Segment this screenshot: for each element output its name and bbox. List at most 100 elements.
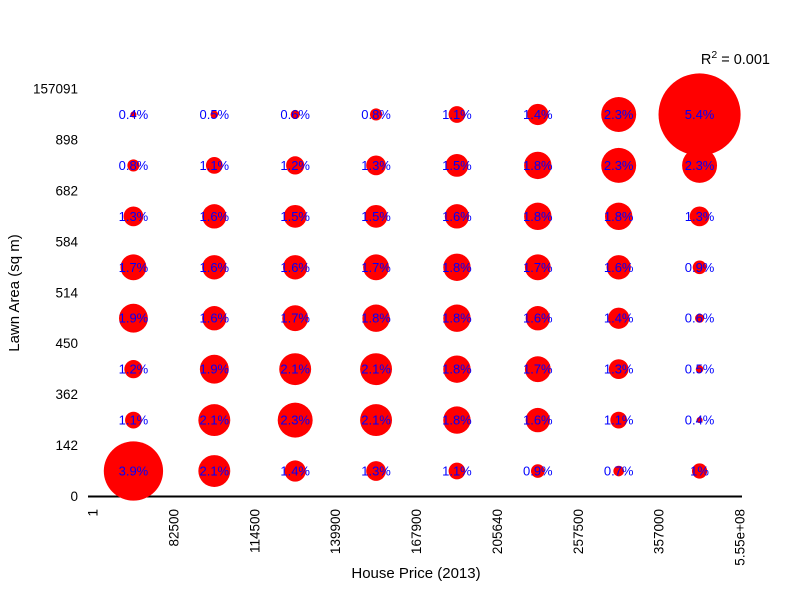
- bubble: [601, 147, 637, 183]
- bubble: [127, 159, 140, 172]
- bubble-label: 0.7%: [604, 464, 634, 479]
- bubble-label: 1.6%: [199, 209, 229, 224]
- bubble: [524, 151, 552, 180]
- bubble: [695, 365, 704, 373]
- bubble: [524, 254, 551, 281]
- bubble: [202, 306, 227, 331]
- bubble: [363, 254, 389, 281]
- bubble-label: 0.8%: [119, 158, 149, 173]
- y-tick-label: 362: [55, 387, 78, 402]
- r-squared-exponent: 2: [711, 49, 717, 61]
- bubble: [527, 103, 549, 126]
- r-squared-base: R: [701, 52, 711, 68]
- r-squared-value: = 0.001: [721, 52, 770, 68]
- bubble: [210, 110, 219, 119]
- bubble-label: 1.6%: [604, 260, 634, 275]
- bubble: [443, 253, 471, 281]
- bubble: [199, 354, 229, 384]
- bubble-label: 2.3%: [604, 107, 634, 122]
- bubble: [525, 407, 550, 433]
- y-tick-label: 682: [55, 183, 78, 198]
- y-tick-label: 142: [55, 438, 78, 453]
- bubble: [613, 465, 625, 477]
- bubble-label: 1.1%: [604, 413, 634, 428]
- bubble-label: 2.3%: [604, 158, 634, 173]
- x-tick-label: 139900: [328, 509, 343, 554]
- bubble: [443, 355, 471, 383]
- bubble: [443, 406, 471, 434]
- bubble: [689, 206, 710, 227]
- bubble-label: 1.5%: [442, 158, 472, 173]
- bubble-label: 1%: [690, 464, 709, 479]
- x-tick-label: 257500: [571, 509, 586, 554]
- bubble-label: 1.3%: [361, 158, 391, 173]
- bubble-label: 2.1%: [280, 362, 310, 377]
- x-tick-label: 114500: [247, 509, 262, 553]
- bubble: [608, 359, 629, 380]
- bubble: [283, 204, 307, 228]
- bubble: [530, 464, 545, 478]
- bubble: [658, 73, 741, 156]
- x-tick-label: 357000: [652, 509, 667, 554]
- bubble: [695, 313, 705, 323]
- bubble-label: 1.7%: [523, 362, 553, 377]
- y-tick-label: 0: [70, 489, 78, 504]
- bubble: [118, 303, 148, 333]
- bubble: [202, 255, 227, 280]
- y-tick-label: 450: [55, 336, 78, 351]
- bubble-label: 1.6%: [523, 311, 553, 326]
- bubble-label: 1.6%: [280, 260, 310, 275]
- bubble-label: 2.1%: [199, 464, 229, 479]
- bubble: [366, 155, 386, 176]
- bubble-label: 1.1%: [442, 107, 472, 122]
- bubble-label: 2.3%: [280, 413, 310, 428]
- bubble: [125, 411, 142, 429]
- bubble-label: 1.2%: [280, 158, 310, 173]
- bubble-label: 1.7%: [119, 260, 149, 275]
- bubble: [445, 154, 469, 177]
- bubble: [448, 462, 466, 480]
- bubble-label: 1.3%: [685, 209, 715, 224]
- bubble-label: 1.8%: [442, 362, 472, 377]
- bubble-label: 0.6%: [280, 107, 310, 122]
- bubble: [283, 255, 308, 280]
- bubble-label: 0.8%: [361, 107, 391, 122]
- bubble: [277, 402, 313, 438]
- bubble-label: 1.8%: [361, 311, 391, 326]
- bubble: [282, 305, 309, 332]
- bubble-label: 1.1%: [199, 158, 229, 173]
- bubble: [369, 108, 383, 121]
- bubble-label: 1.9%: [119, 311, 149, 326]
- bubble-label: 1.1%: [119, 413, 149, 428]
- bubble: [279, 353, 312, 386]
- r-squared-annotation: R2 = 0.001: [701, 49, 770, 68]
- bubble: [525, 306, 550, 331]
- bubble-label: 0.9%: [523, 464, 553, 479]
- y-tick-label: 584: [55, 234, 78, 249]
- bubble: [682, 147, 718, 183]
- y-tick-label: 514: [55, 285, 78, 300]
- bubble-label: 1.8%: [523, 209, 553, 224]
- bubble-label: 1.1%: [442, 464, 472, 479]
- bubble: [120, 254, 147, 281]
- bubble: [606, 255, 631, 280]
- bubble-label: 1.7%: [523, 260, 553, 275]
- x-axis-title: House Price (2013): [351, 565, 480, 582]
- x-tick-label: 5.55e+08: [733, 509, 748, 566]
- bubble: [608, 307, 630, 329]
- bubble: [696, 417, 703, 424]
- y-axis-title: Lawn Area (sq m): [6, 234, 23, 352]
- bubble-label: 1.6%: [442, 209, 472, 224]
- bubble: [692, 260, 707, 275]
- bubble-label: 1.4%: [523, 107, 553, 122]
- bubble: [103, 441, 164, 501]
- bubble: [524, 356, 551, 383]
- y-tick-label: 898: [55, 132, 78, 147]
- bubble: [284, 460, 306, 482]
- y-tick-label: 157091: [33, 82, 78, 97]
- bubble-label: 0.4%: [685, 413, 715, 428]
- bubble-label: 1.9%: [199, 362, 229, 377]
- bubble: [448, 106, 466, 123]
- bubble-label: 5.4%: [685, 107, 715, 122]
